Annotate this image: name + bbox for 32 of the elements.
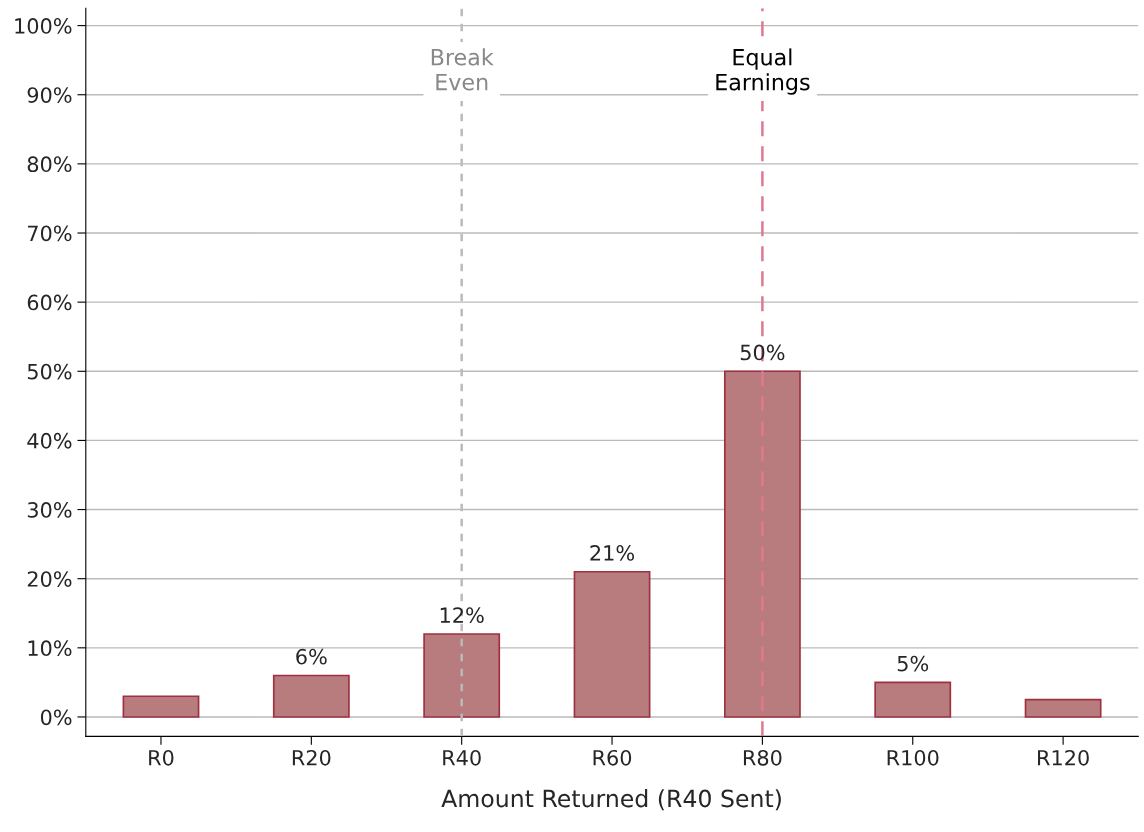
x-tick-label: R100 (887, 749, 939, 766)
bar (122, 695, 200, 718)
bar (272, 674, 350, 718)
x-tick-label: R60 (593, 749, 632, 766)
x-tick-label: R20 (292, 749, 331, 766)
bar (874, 681, 952, 718)
y-tick-label: 30% (27, 502, 72, 518)
y-tick-label: 20% (27, 571, 72, 587)
y-tick-label: 40% (27, 432, 72, 449)
y-tick-label: 10% (28, 640, 72, 657)
y-tick-label: 100% (15, 18, 72, 34)
data-label: 6% (296, 648, 327, 665)
x-tick-label: R40 (443, 749, 481, 766)
y-tick-label: 80% (27, 156, 72, 173)
y-tick-label: 50% (27, 363, 72, 380)
ref-line-label: Equal Earnings (716, 48, 810, 95)
bar (573, 570, 651, 718)
bar (723, 370, 801, 718)
data-label: 12% (440, 607, 484, 624)
data-label: 21% (590, 545, 635, 561)
y-tick-label: 60% (27, 294, 72, 311)
data-label: 5% (897, 655, 929, 672)
x-tick-label: R120 (1038, 749, 1089, 766)
x-axis-title: Amount Returned (R40 Sent) (441, 789, 781, 811)
bar (1024, 698, 1102, 718)
y-tick-label: 0% (40, 709, 72, 726)
x-tick-label: R0 (149, 749, 174, 766)
ref-line-label: Break Even (431, 48, 494, 91)
y-tick-label: 90% (27, 87, 72, 103)
x-tick-label: R80 (743, 749, 782, 766)
y-tick-label: 70% (28, 225, 72, 242)
bar (423, 633, 501, 718)
